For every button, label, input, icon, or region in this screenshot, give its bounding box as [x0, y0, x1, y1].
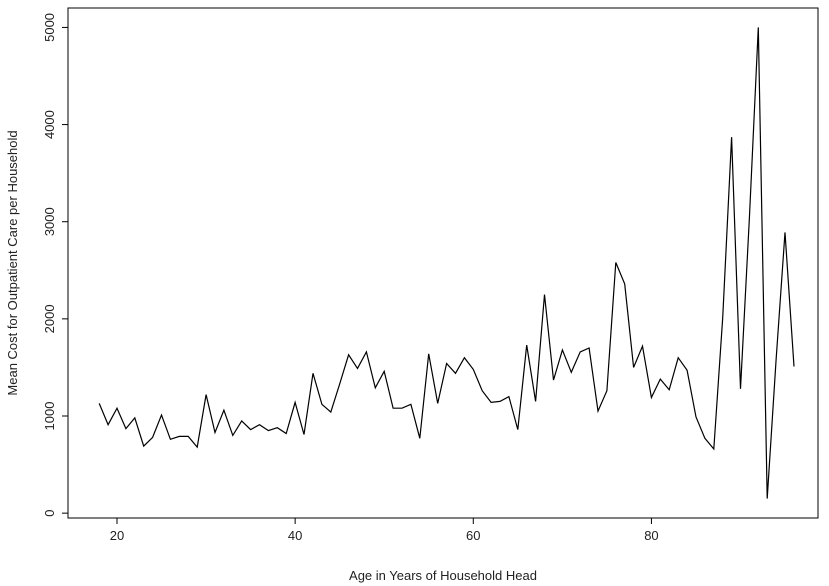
- series-line: [98, 27, 795, 499]
- y-tick-label: 3000: [42, 207, 57, 236]
- y-tick-label: 2000: [42, 304, 57, 333]
- y-tick-label: 1000: [42, 402, 57, 431]
- x-tick-label: 80: [644, 528, 658, 543]
- plot-frame: [67, 7, 819, 519]
- x-tick-label: 60: [466, 528, 480, 543]
- x-tick-label: 20: [110, 528, 124, 543]
- x-tick-label: 40: [288, 528, 302, 543]
- x-axis-title: Age in Years of Household Head: [349, 568, 537, 583]
- y-tick-label: 5000: [42, 13, 57, 42]
- y-tick-label: 4000: [42, 110, 57, 139]
- y-tick-label: 0: [42, 510, 57, 517]
- y-axis-title: Mean Cost for Outpatient Care per Househ…: [5, 130, 20, 395]
